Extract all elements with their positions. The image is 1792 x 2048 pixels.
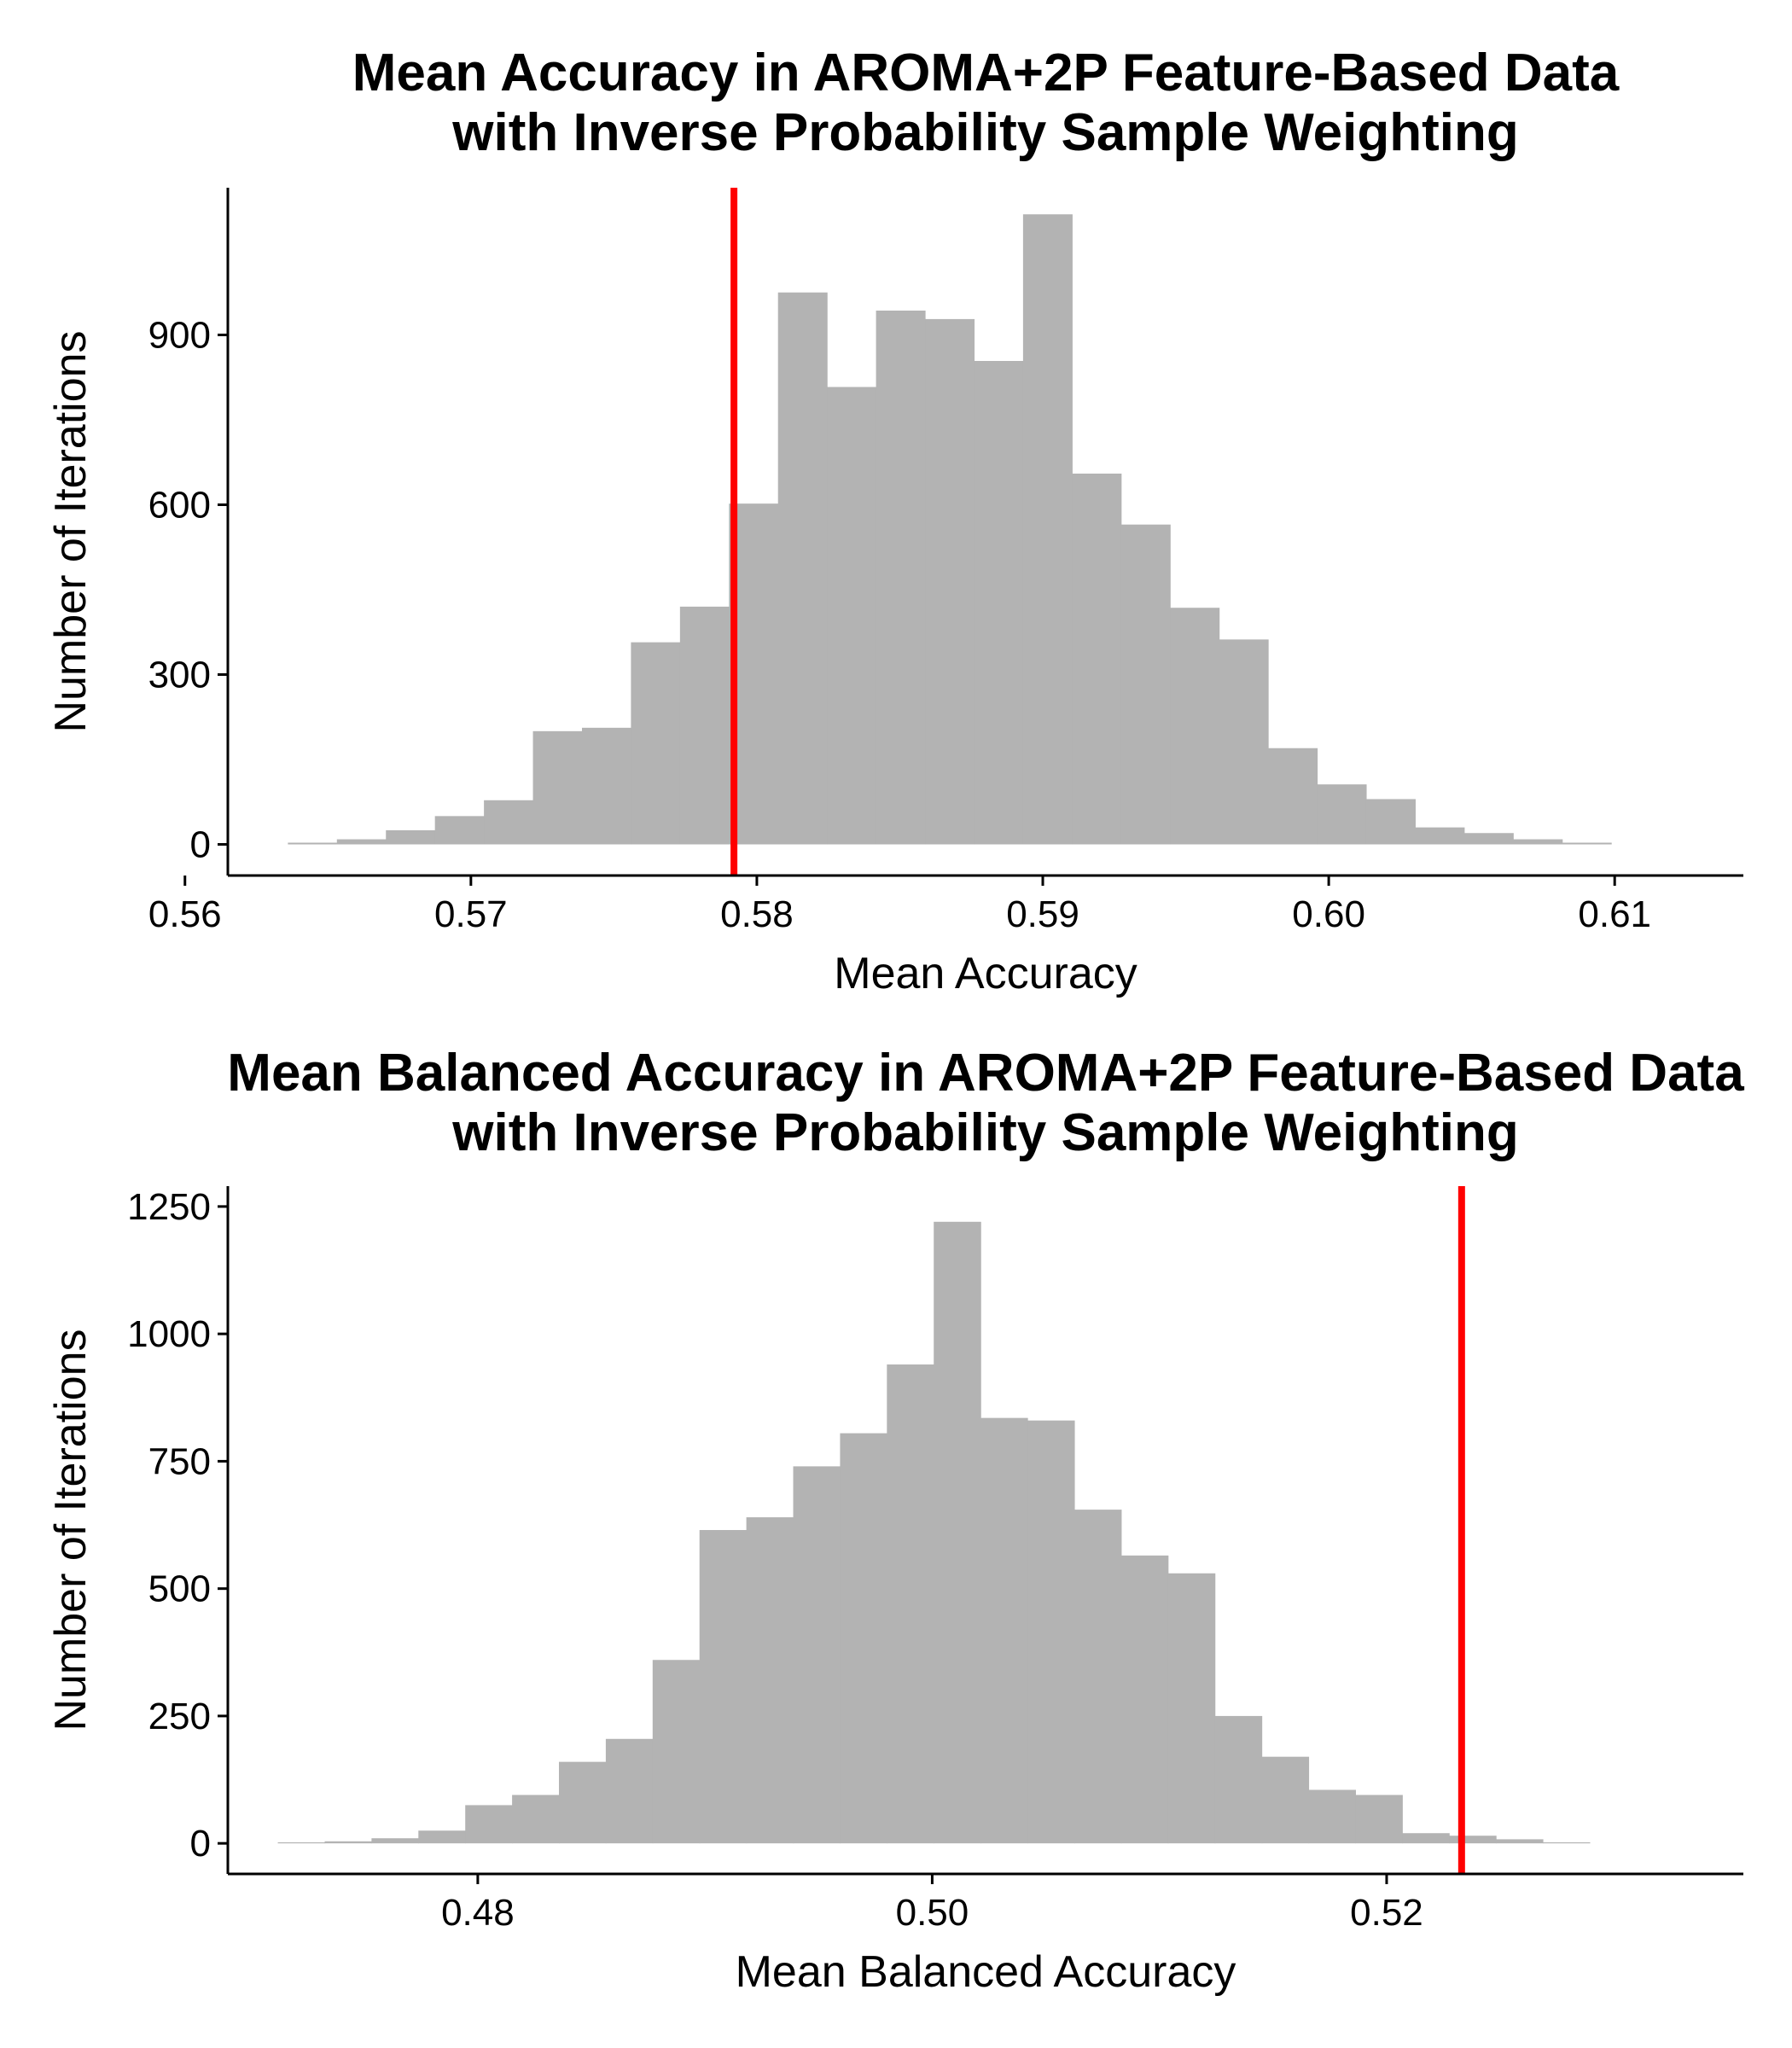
histogram-bar <box>1219 639 1269 845</box>
plot-area: 0.56 0.57 0.58 0.59 0.60 0.61 0 300 600 900 <box>148 188 1743 935</box>
histogram-bar <box>1562 842 1612 845</box>
y-axis-title: Number of Iterations <box>46 330 96 732</box>
histogram-bar <box>1120 1555 1169 1844</box>
histogram-bar <box>876 310 926 845</box>
y-tick-label: 900 <box>148 314 211 356</box>
histogram-bar <box>1513 839 1563 845</box>
histogram-bar <box>1073 1510 1122 1844</box>
histogram-bar <box>1022 214 1073 845</box>
chart-title-line-1: Mean Accuracy in AROMA+2P Feature-Based … <box>352 44 1620 102</box>
histogram-bar <box>1120 524 1171 845</box>
histogram-bar <box>1268 748 1318 845</box>
x-axis-title: Mean Balanced Accuracy <box>736 1947 1236 1997</box>
histogram-bar <box>887 1364 934 1844</box>
histogram-bar <box>336 839 387 845</box>
histogram-bars <box>277 1221 1591 1844</box>
x-tick-label: 0.57 <box>434 893 508 935</box>
x-tick-label: 0.61 <box>1578 893 1651 935</box>
histogram-bar <box>699 1530 748 1844</box>
histogram-bar <box>746 1517 794 1844</box>
histogram-bar <box>652 1660 701 1844</box>
histogram-bar <box>1402 1833 1450 1844</box>
histogram-bar <box>1261 1756 1310 1844</box>
histogram-bar <box>1308 1789 1356 1844</box>
histogram-bar <box>386 829 436 845</box>
chart-title-line-2: with Inverse Probability Sample Weightin… <box>451 103 1518 162</box>
y-tick-label: 500 <box>148 1568 211 1610</box>
x-tick-label: 0.58 <box>720 893 794 935</box>
histogram-bar <box>484 800 534 845</box>
x-tick-label: 0.48 <box>441 1892 515 1934</box>
chart-accuracy: Mean Accuracy in AROMA+2P Feature-Based … <box>46 44 1743 998</box>
y-tick-label: 0 <box>190 1823 211 1865</box>
y-axis-ticks: 0 300 600 900 <box>148 314 228 866</box>
histogram-bar <box>512 1795 560 1844</box>
x-axis-ticks: 0.56 0.57 0.58 0.59 0.60 0.61 <box>148 876 1651 935</box>
histogram-bar <box>1167 1573 1216 1844</box>
histogram-bar <box>605 1738 654 1844</box>
histogram-bar <box>1496 1839 1544 1844</box>
histogram-bar <box>1542 1841 1591 1844</box>
histogram-bar <box>777 292 828 845</box>
reference-line <box>1457 1186 1465 1874</box>
histogram-bar <box>418 1830 466 1844</box>
histogram-bar <box>324 1841 372 1844</box>
chart-title-line-1: Mean Balanced Accuracy in AROMA+2P Featu… <box>227 1044 1744 1103</box>
histogram-bar <box>1072 474 1122 845</box>
y-axis-ticks: 0 250 500 750 1000 1250 <box>127 1186 228 1865</box>
y-axis-title: Number of Iterations <box>46 1329 96 1731</box>
plot-area: 0.48 0.50 0.52 0 250 500 750 1000 1250 <box>127 1186 1743 1934</box>
histogram-bar <box>1449 1836 1497 1844</box>
histogram-bar <box>1365 799 1416 845</box>
histogram-bar <box>1027 1420 1075 1844</box>
histogram-bar <box>679 606 730 845</box>
reference-line <box>730 188 738 876</box>
histogram-bars <box>288 214 1612 845</box>
histogram-bar <box>974 360 1024 845</box>
histogram-bar <box>840 1433 887 1844</box>
histogram-bar <box>1317 784 1367 845</box>
chart-title-line-2: with Inverse Probability Sample Weightin… <box>451 1103 1518 1162</box>
x-tick-label: 0.52 <box>1350 1892 1423 1934</box>
x-tick-label: 0.59 <box>1006 893 1079 935</box>
y-tick-label: 1000 <box>127 1313 211 1355</box>
histogram-bar <box>277 1841 326 1844</box>
histogram-bar <box>371 1838 419 1844</box>
histogram-bar <box>532 730 583 845</box>
histogram-bar <box>1415 827 1465 845</box>
x-tick-label: 0.56 <box>148 893 222 935</box>
histogram-bar <box>434 816 485 845</box>
histogram-bar <box>793 1466 841 1844</box>
histogram-bar <box>827 387 877 845</box>
histogram-bar <box>1463 833 1514 845</box>
histogram-bar <box>559 1761 607 1844</box>
y-tick-label: 300 <box>148 655 211 696</box>
histogram-bar <box>1170 608 1220 845</box>
histogram-bar <box>581 727 632 845</box>
y-tick-label: 750 <box>148 1440 211 1482</box>
y-tick-label: 1250 <box>127 1186 211 1228</box>
y-tick-label: 0 <box>190 824 211 866</box>
histogram-bar <box>288 842 338 845</box>
x-axis-title: Mean Accuracy <box>834 949 1137 998</box>
y-tick-label: 250 <box>148 1696 211 1737</box>
histogram-bar <box>631 642 681 845</box>
histogram-bar <box>1214 1715 1263 1844</box>
histogram-bar <box>925 318 975 845</box>
x-tick-label: 0.60 <box>1292 893 1365 935</box>
chart-balanced-accuracy: Mean Balanced Accuracy in AROMA+2P Featu… <box>46 1044 1744 1997</box>
histogram-bar <box>465 1805 513 1844</box>
histogram-bar <box>980 1417 1028 1844</box>
histogram-bar <box>1355 1795 1403 1844</box>
x-axis-ticks: 0.48 0.50 0.52 <box>441 1874 1423 1934</box>
histogram-bar <box>934 1221 981 1844</box>
y-tick-label: 600 <box>148 484 211 526</box>
x-tick-label: 0.50 <box>896 1892 969 1934</box>
